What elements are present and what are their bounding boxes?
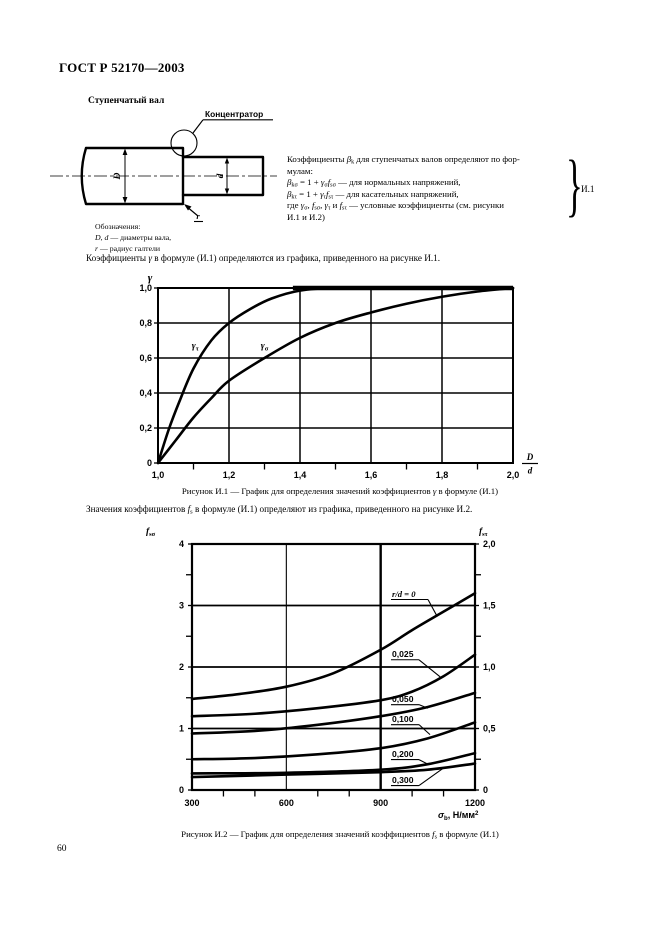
figure-i2-caption: Рисунок И.2 — График для определения зна…	[181, 829, 499, 841]
svg-text:3: 3	[179, 601, 184, 611]
svg-text:1,0: 1,0	[152, 470, 165, 480]
formula-line: И.1 и И.2)	[287, 211, 325, 222]
svg-text:γτ​: γτ​	[192, 341, 199, 352]
svg-text:0,8: 0,8	[139, 318, 152, 328]
svg-text:0,050: 0,050	[392, 694, 414, 704]
figure-i2-chart: 300 600 900 1200 0 1 2 3 4 0 0,5 1,0 1,5 2,0 fsσ​ fsτ​ σ…	[146, 527, 496, 822]
svg-text:1,8: 1,8	[436, 470, 449, 480]
svg-text:0,5: 0,5	[483, 724, 496, 734]
svg-text:fsτ​: fsτ​	[479, 527, 488, 538]
figure-i1-chart: 1,01,21,41,61,82,000,20,40,60,81,0γDdγτ​…	[139, 272, 538, 480]
svg-text:900: 900	[373, 798, 388, 808]
shaft-legend-title: Обозначения:	[95, 222, 141, 231]
shaft-legend-line: r — радиус галтели	[95, 243, 161, 253]
svg-text:D: D	[113, 172, 123, 180]
formula-line: где γσ, fsσ, γτ и fsτ — условные коэффиц…	[287, 200, 504, 212]
paragraph-gamma: Коэффициенты γ в формуле (И.1) определяю…	[86, 253, 441, 263]
formula-line: мулам:	[287, 165, 313, 176]
paragraph-fs: Значения коэффициентов fs в формуле (И.1…	[86, 504, 473, 516]
formula-ref: И.1	[581, 184, 595, 194]
svg-text:0: 0	[483, 785, 488, 795]
svg-text:2,0: 2,0	[483, 539, 496, 549]
svg-text:0,025: 0,025	[392, 649, 414, 659]
svg-text:0,200: 0,200	[392, 749, 414, 759]
svg-text:0,300: 0,300	[392, 775, 414, 785]
formula-line: βkσ = 1 + γσfsσ — для нормальных напряже…	[287, 177, 461, 189]
shaft-drawing: Концентратор D d r	[50, 109, 277, 223]
shaft-legend-line: D, d — диаметры вала,	[95, 232, 172, 242]
svg-text:600: 600	[279, 798, 294, 808]
svg-text:0,4: 0,4	[139, 388, 152, 398]
svg-text:2: 2	[179, 662, 184, 672]
formula-block: Коэффициенты βk для ступенчатых валов оп…	[287, 154, 569, 224]
svg-text:1,5: 1,5	[483, 601, 496, 611]
shaft-legend: Обозначения: D, d — диаметры вала, r — р…	[95, 222, 171, 254]
svg-text:0,6: 0,6	[139, 353, 152, 363]
svg-text:1,0: 1,0	[139, 283, 152, 293]
svg-text:1,2: 1,2	[223, 470, 236, 480]
svg-text:4: 4	[179, 539, 184, 549]
svg-text:Концентратор: Концентратор	[205, 109, 263, 119]
svg-text:1,6: 1,6	[365, 470, 378, 480]
svg-text:1: 1	[179, 724, 184, 734]
svg-text:d: d	[215, 173, 225, 178]
svg-text:0: 0	[147, 458, 152, 468]
svg-text:D: D	[526, 452, 534, 462]
svg-text:0,100: 0,100	[392, 714, 414, 724]
svg-text:γσ​: γσ​	[261, 341, 269, 352]
svg-text:300: 300	[184, 798, 199, 808]
svg-text:fsσ​: fsσ​	[146, 527, 156, 538]
svg-text:0: 0	[179, 785, 184, 795]
svg-text:σb​, Н/мм2​: σb​, Н/мм2​	[438, 810, 479, 822]
formula-line: Коэффициенты βk для ступенчатых валов оп…	[287, 154, 520, 166]
shaft-heading: Ступенчатый вал	[88, 96, 165, 106]
svg-text:0,2: 0,2	[139, 423, 152, 433]
svg-text:r: r	[196, 211, 200, 221]
svg-text:r/d = 0: r/d = 0	[392, 589, 416, 599]
gost-header: ГОСТ Р 52170—2003	[59, 60, 185, 75]
svg-text:2,0: 2,0	[507, 470, 520, 480]
formula-brace: }	[566, 147, 583, 224]
svg-text:1,0: 1,0	[483, 662, 496, 672]
page-number: 60	[57, 844, 67, 854]
figure-i1-caption: Рисунок И.1 — График для определения зна…	[181, 486, 499, 496]
formula-line: βkτ = 1 + γτfsτ — для касательных напряж…	[287, 188, 459, 201]
svg-text:1,4: 1,4	[294, 470, 307, 480]
svg-text:γ: γ	[148, 272, 153, 284]
svg-text:d: d	[528, 466, 533, 476]
svg-text:1200: 1200	[465, 798, 485, 808]
